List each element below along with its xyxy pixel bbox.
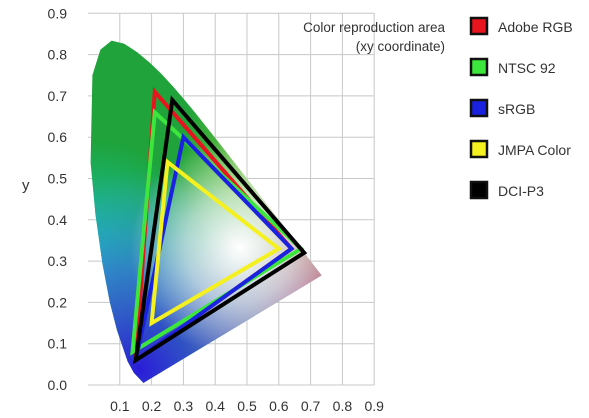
y-tick-label: 0.2 [48,294,68,310]
y-tick-label: 0.5 [48,171,68,187]
y-tick-label: 0.6 [48,129,68,145]
y-axis-label: y [22,177,30,194]
y-tick-label: 0.4 [48,212,68,228]
legend-swatch [469,16,489,36]
x-tick-label: 0.7 [301,398,321,414]
chart-title-line-1: Color reproduction area [303,20,445,35]
y-tick-label: 0.9 [48,5,68,21]
legend-item: NTSC 92 [469,57,556,77]
x-tick-label: 0.3 [174,398,194,414]
x-tick-label: 0.8 [333,398,353,414]
y-tick-label: 0.7 [48,88,68,104]
x-tick-label: 0.9 [364,398,384,414]
legend-swatch [469,139,489,159]
legend-label: JMPA Color [498,142,571,158]
y-tick-label: 0.8 [48,47,68,63]
y-tick-label: 0.1 [48,336,68,352]
legend-swatch [469,57,489,77]
x-tick-label: 0.1 [110,398,130,414]
chart-title: Color reproduction area (xy coordinate) [303,20,445,54]
legend-label: Adobe RGB [498,19,573,35]
x-tick-label: 0.4 [205,398,225,414]
legend-label: sRGB [498,101,535,117]
legend-label: NTSC 92 [498,60,556,76]
legend-swatch [469,98,489,118]
legend-item: JMPA Color [469,139,571,159]
gamut-jmpa-color [149,158,283,327]
x-tick-label: 0.2 [142,398,162,414]
legend-item: sRGB [469,98,535,118]
y-tick-label: 0.3 [48,253,68,269]
legend-item: Adobe RGB [469,16,573,36]
gamut-triangles [130,86,308,365]
legend: Adobe RGB NTSC 92 sRGB JMPA Color DCI-P3 [469,16,573,200]
legend-swatch [469,180,489,200]
legend-item: DCI-P3 [469,180,544,200]
x-tick-label: 0.5 [237,398,257,414]
tick-labels: 0.0 0.1 0.2 0.3 0.4 0.5 0.6 0.7 0.8 0.9 0.1 0.2 0.3 0… [48,5,385,414]
gamut-dci-p3 [133,95,308,365]
watermark: 知乎 @科技带来精彩体验 [430,390,577,406]
legend-label: DCI-P3 [498,183,544,199]
chart-title-line-2: (xy coordinate) [356,39,445,54]
y-tick-label: 0.0 [48,377,68,393]
x-tick-label: 0.6 [269,398,289,414]
